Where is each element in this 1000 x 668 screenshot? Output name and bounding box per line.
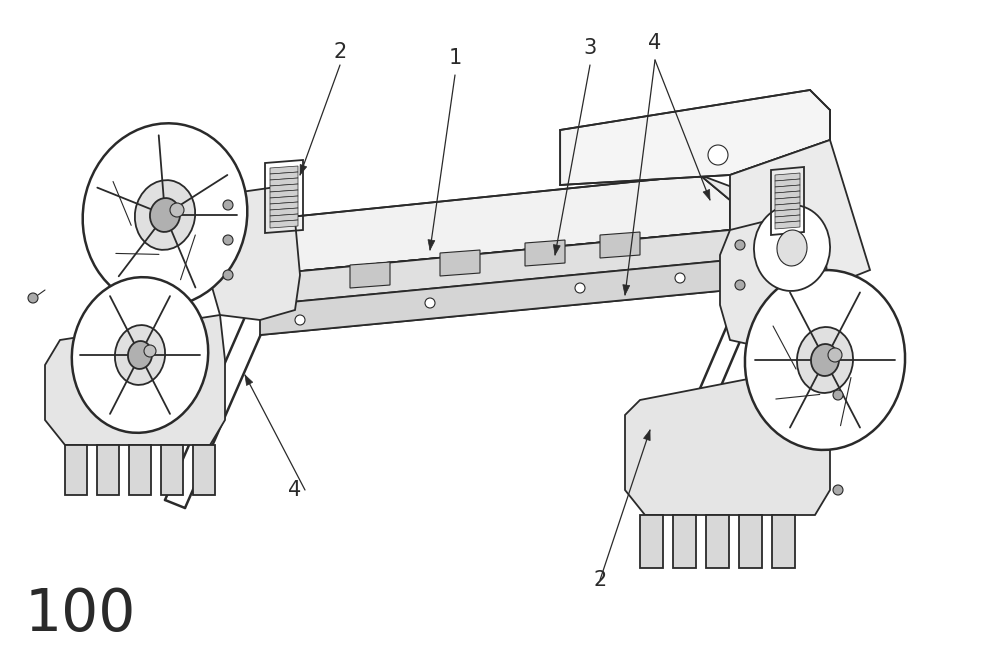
Polygon shape [775,203,800,211]
Text: 4: 4 [648,33,662,53]
Polygon shape [270,166,298,174]
Polygon shape [625,365,830,515]
Polygon shape [775,191,800,199]
Polygon shape [350,262,390,288]
Polygon shape [600,232,640,258]
Polygon shape [270,214,298,222]
Text: 3: 3 [583,38,597,58]
Polygon shape [428,240,435,250]
Circle shape [425,298,435,308]
Polygon shape [720,210,830,350]
Polygon shape [775,179,800,187]
Circle shape [833,390,843,400]
Polygon shape [270,190,298,198]
Circle shape [223,235,233,245]
Circle shape [144,345,156,357]
Polygon shape [45,315,225,445]
Polygon shape [775,197,800,205]
Polygon shape [440,250,480,276]
Polygon shape [300,164,307,175]
Polygon shape [525,240,565,266]
Polygon shape [270,178,298,186]
Polygon shape [640,515,663,568]
Text: 4: 4 [288,480,302,500]
Circle shape [708,145,728,165]
Polygon shape [210,185,300,320]
Circle shape [28,293,38,303]
Polygon shape [97,445,119,495]
Polygon shape [270,172,298,180]
Circle shape [295,315,305,325]
Polygon shape [270,220,298,228]
Polygon shape [65,445,87,495]
Ellipse shape [754,205,830,291]
Polygon shape [673,515,696,568]
Polygon shape [703,190,710,200]
Polygon shape [560,90,830,185]
Polygon shape [260,260,730,335]
Polygon shape [700,175,820,250]
Polygon shape [270,184,298,192]
Ellipse shape [777,230,807,266]
Polygon shape [730,140,870,290]
Polygon shape [623,285,630,295]
Text: 100: 100 [25,587,136,643]
Circle shape [223,270,233,280]
Polygon shape [775,185,800,193]
Circle shape [223,200,233,210]
Polygon shape [644,430,650,441]
Circle shape [170,203,184,217]
Text: 1: 1 [448,48,462,68]
Ellipse shape [83,124,247,307]
Polygon shape [775,209,800,217]
Polygon shape [706,515,729,568]
Polygon shape [260,175,730,275]
Ellipse shape [135,180,195,250]
Ellipse shape [797,327,853,393]
Circle shape [735,240,745,250]
Polygon shape [775,221,800,229]
Ellipse shape [128,341,152,369]
Polygon shape [260,230,730,305]
Polygon shape [161,445,183,495]
Polygon shape [270,196,298,204]
Ellipse shape [811,344,839,376]
Polygon shape [775,173,800,181]
Polygon shape [270,202,298,210]
Ellipse shape [150,198,180,232]
Polygon shape [775,215,800,223]
Circle shape [833,485,843,495]
Circle shape [575,283,585,293]
Circle shape [735,280,745,290]
Circle shape [675,273,685,283]
Polygon shape [129,445,151,495]
Ellipse shape [115,325,165,385]
Text: 2: 2 [593,570,607,590]
Polygon shape [553,244,560,255]
Polygon shape [193,445,215,495]
Polygon shape [772,515,795,568]
Ellipse shape [745,270,905,450]
Polygon shape [270,208,298,216]
Polygon shape [245,375,253,385]
Text: 2: 2 [333,42,347,62]
Ellipse shape [72,277,208,433]
Circle shape [828,348,842,362]
Polygon shape [739,515,762,568]
